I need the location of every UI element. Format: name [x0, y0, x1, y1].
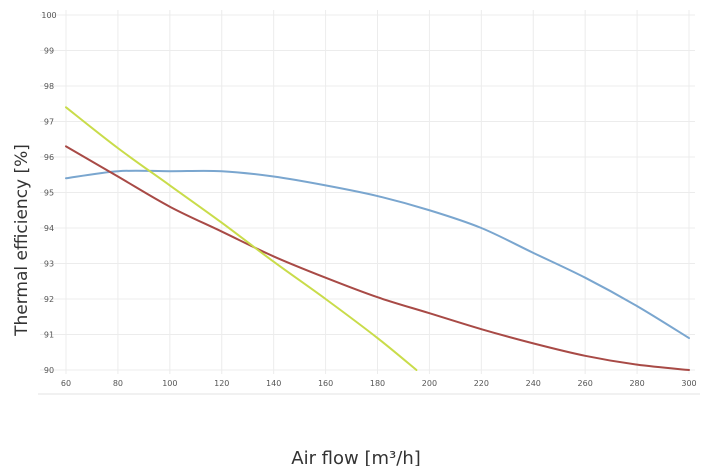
x-tick-label: 60 — [61, 379, 71, 388]
y-tick-label: 92 — [44, 295, 54, 304]
y-tick-label: 93 — [44, 260, 54, 269]
y-tick-label: 98 — [44, 82, 54, 91]
y-axis-title: Thermal efficiency [%] — [12, 144, 32, 337]
y-tick-label: 91 — [44, 331, 54, 340]
x-tick-label: 180 — [370, 379, 385, 388]
y-tick-label: 97 — [44, 118, 54, 127]
x-tick-label: 280 — [629, 379, 644, 388]
tick-labels: 90 91 92 93 94 95 96 97 98 99 100 60 80 100 120 140 160 1… — [41, 11, 696, 388]
y-tick-label: 95 — [44, 189, 54, 198]
x-tick-label: 220 — [474, 379, 489, 388]
y-tick-label: 96 — [44, 153, 54, 162]
y-tick-label: 99 — [44, 47, 54, 56]
x-tick-label: 100 — [162, 379, 177, 388]
series-layer — [65, 106, 690, 371]
x-tick-label: 140 — [266, 379, 281, 388]
x-tick-label: 260 — [578, 379, 593, 388]
x-tick-label: 200 — [422, 379, 437, 388]
x-tick-label: 300 — [681, 379, 696, 388]
y-tick-label: 100 — [41, 11, 56, 20]
series-line-1 — [65, 169, 690, 340]
x-tick-label: 160 — [318, 379, 333, 388]
series-line-3 — [65, 106, 418, 371]
y-tick-label: 94 — [44, 224, 54, 233]
grid — [40, 10, 695, 374]
y-tick-label: 90 — [44, 366, 54, 375]
series-line-2 — [65, 145, 690, 371]
x-tick-label: 240 — [526, 379, 541, 388]
x-axis-title: Air flow [m³/h] — [291, 448, 421, 466]
x-tick-label: 120 — [214, 379, 229, 388]
x-tick-label: 80 — [113, 379, 123, 388]
